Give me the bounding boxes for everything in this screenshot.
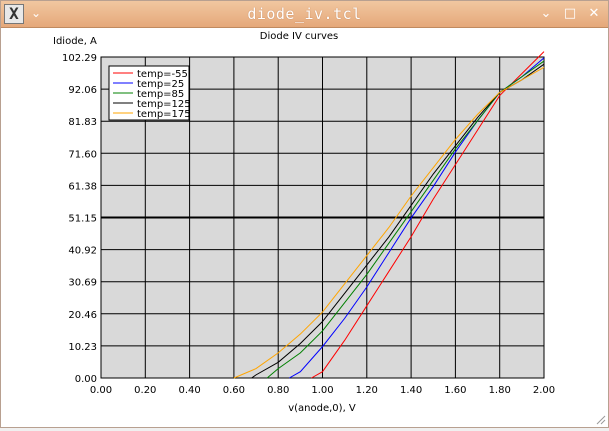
series-line bbox=[251, 63, 545, 379]
y-tick-label: 40.92 bbox=[68, 246, 97, 257]
y-tick-label: 0.00 bbox=[75, 374, 97, 385]
legend-label: temp=175 bbox=[137, 109, 191, 120]
y-tick-label: 51.15 bbox=[68, 214, 97, 225]
x-tick-label: 1.80 bbox=[489, 385, 511, 396]
legend-label: temp=125 bbox=[137, 99, 191, 110]
title-bar[interactable]: X ⌄ diode_iv.tcl ⌄ □ ✕ bbox=[1, 1, 608, 28]
series-line bbox=[311, 51, 545, 379]
y-axis-label: Idiode, A bbox=[53, 36, 97, 47]
close-icon[interactable]: ✕ bbox=[588, 6, 600, 21]
y-tick-label: 81.83 bbox=[68, 117, 97, 128]
y-tick-label: 20.46 bbox=[68, 310, 97, 321]
x-tick-label: 1.40 bbox=[400, 385, 422, 396]
minimize-icon[interactable]: ⌄ bbox=[540, 6, 552, 21]
window-menu-icon[interactable]: ⌄ bbox=[31, 6, 42, 20]
iv-chart: Diode IV curves Idiode, A v(anode,0), V … bbox=[53, 31, 555, 414]
y-tick-label: 102.29 bbox=[62, 53, 97, 64]
x-axis-label: v(anode,0), V bbox=[288, 403, 356, 414]
maximize-icon[interactable]: □ bbox=[563, 6, 577, 21]
x11-app-icon[interactable]: X bbox=[4, 4, 24, 24]
x-tick-label: 1.20 bbox=[356, 385, 378, 396]
x-tick-label: 0.20 bbox=[134, 385, 156, 396]
x-tick-label: 1.60 bbox=[444, 385, 466, 396]
y-tick-label: 61.38 bbox=[68, 181, 97, 192]
y-tick-label: 30.69 bbox=[68, 278, 97, 289]
x-tick-label: 2.00 bbox=[533, 385, 555, 396]
x-tick-label: 0.60 bbox=[223, 385, 245, 396]
plot-canvas: Diode IV curves Idiode, A v(anode,0), V … bbox=[1, 28, 608, 427]
legend-label: temp=85 bbox=[137, 89, 184, 100]
chart-title: Diode IV curves bbox=[260, 31, 338, 42]
window-title: diode_iv.tcl bbox=[247, 5, 362, 23]
x-tick-label: 0.80 bbox=[267, 385, 289, 396]
resize-grip-icon[interactable] bbox=[594, 413, 606, 425]
x-tick-label: 1.00 bbox=[311, 385, 333, 396]
series-line bbox=[233, 66, 545, 379]
x-tick-label: 0.40 bbox=[178, 385, 200, 396]
y-tick-label: 92.06 bbox=[68, 85, 97, 96]
legend-label: temp=25 bbox=[137, 79, 184, 90]
legend-label: temp=-55 bbox=[137, 69, 188, 80]
x-tick-label: 0.00 bbox=[90, 385, 112, 396]
y-tick-label: 10.23 bbox=[68, 342, 97, 353]
y-tick-label: 71.60 bbox=[68, 149, 97, 160]
